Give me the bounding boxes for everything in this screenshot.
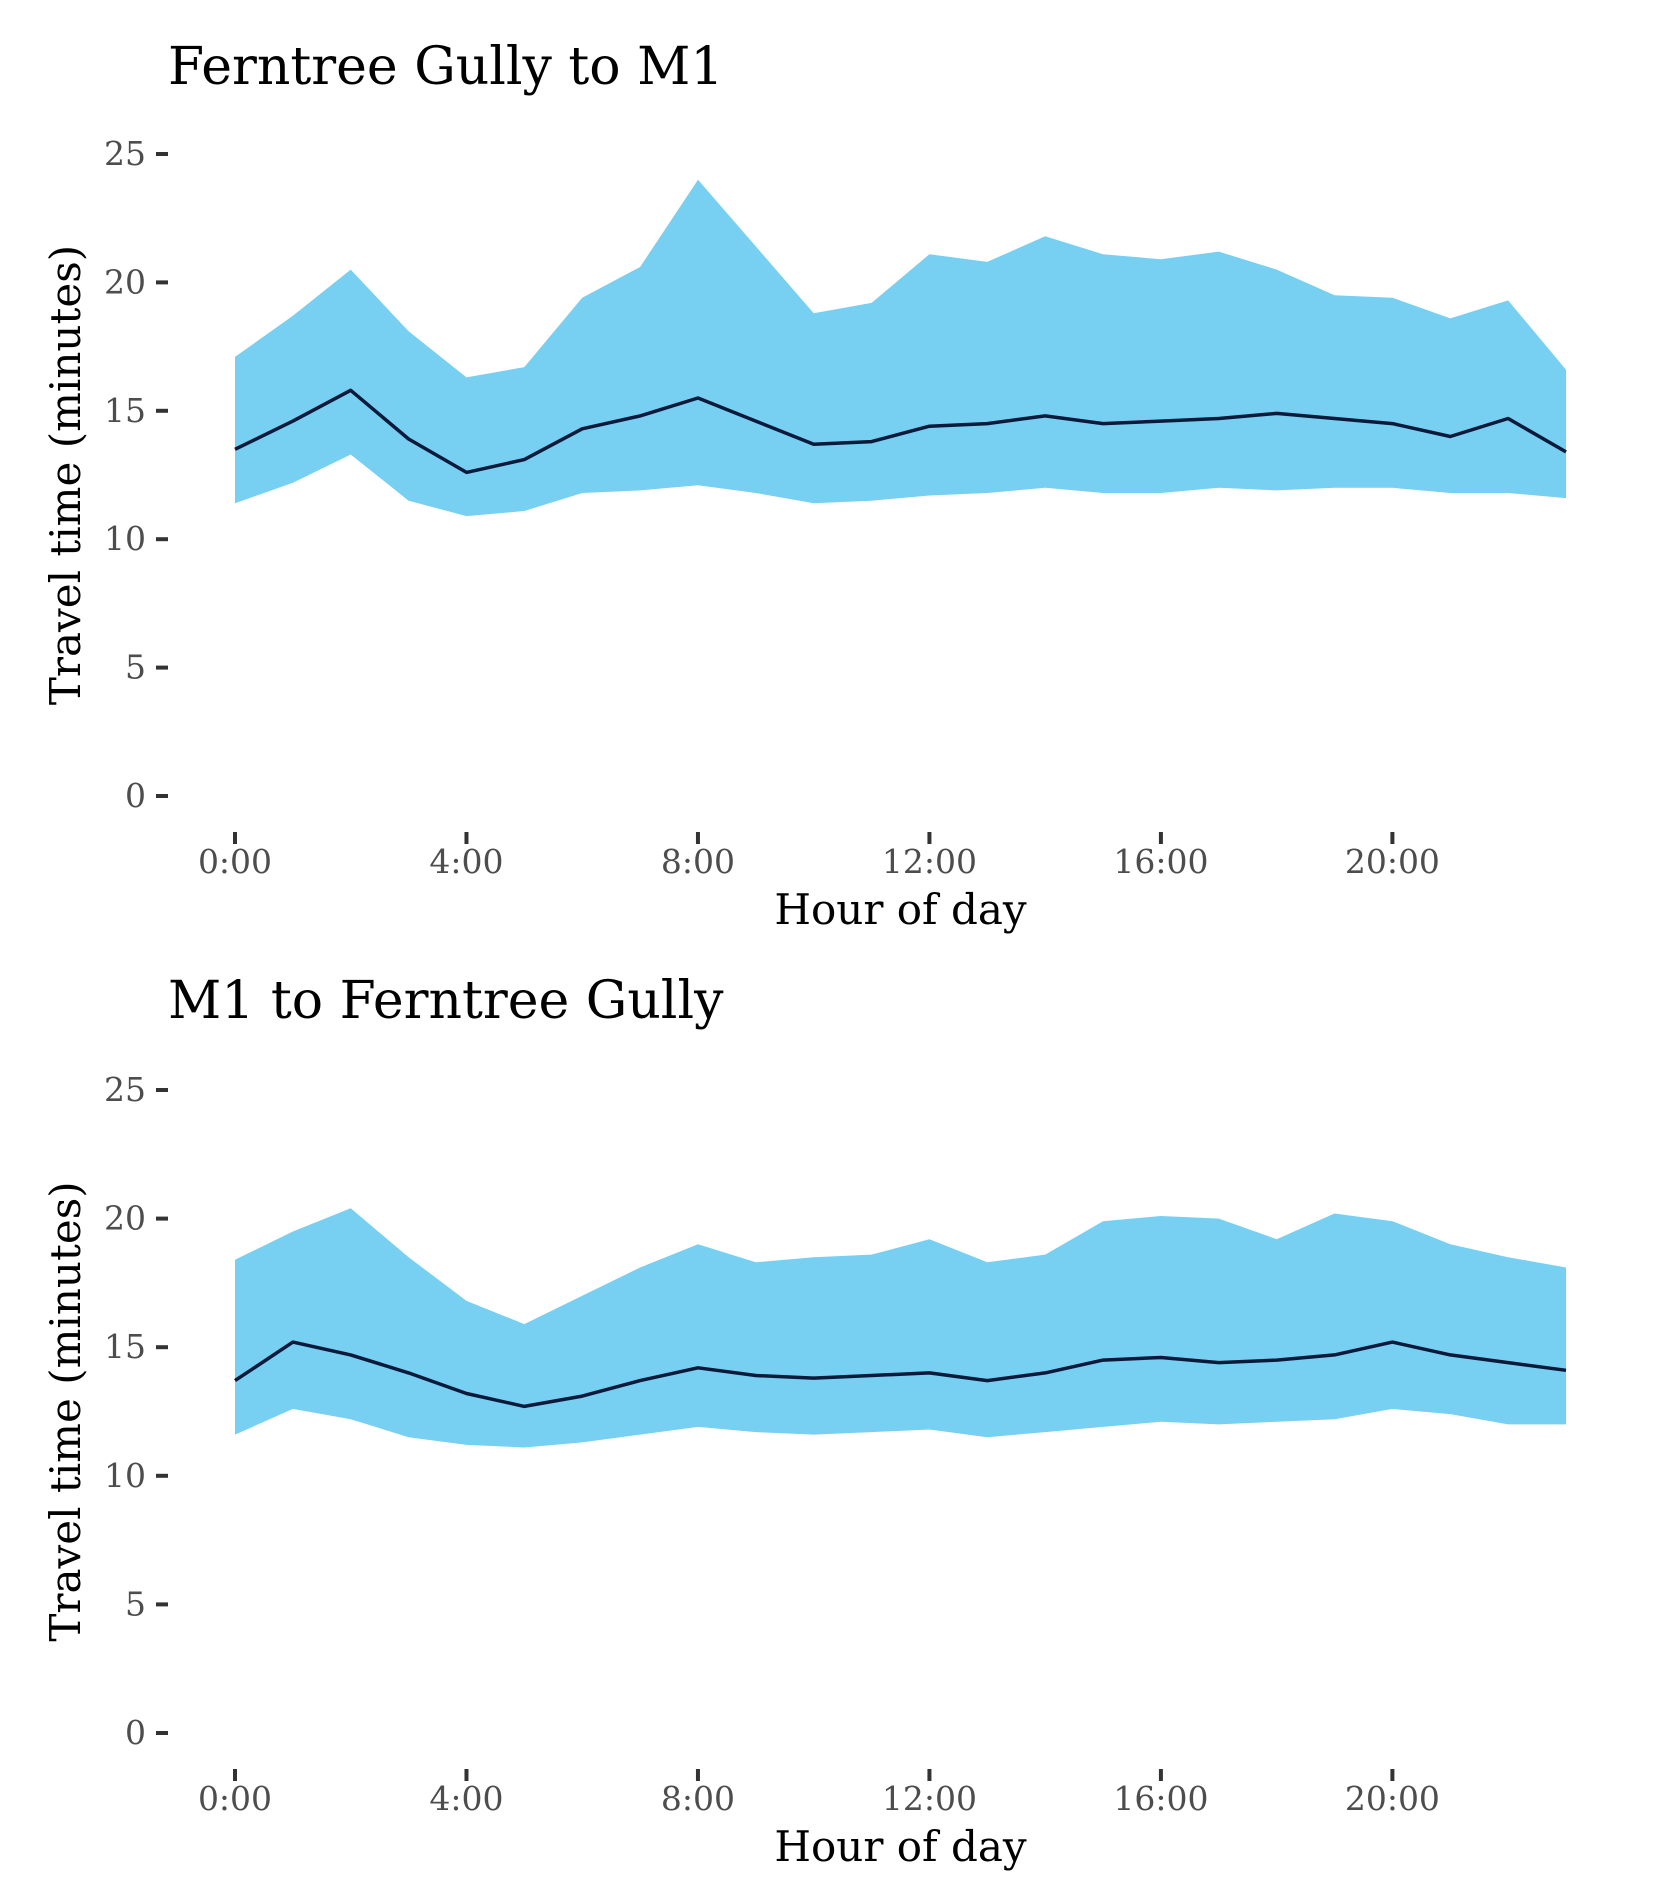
y-tick-label: 25 — [104, 1070, 146, 1109]
x-axis-label: Hour of day — [774, 885, 1026, 934]
x-tick-label: 20:00 — [1345, 842, 1440, 881]
y-tick-label: 15 — [104, 391, 146, 430]
x-tick-label: 20:00 — [1345, 1779, 1440, 1818]
y-tick-label: 0 — [125, 1713, 146, 1752]
chart-title: Ferntree Gully to M1 — [168, 37, 723, 97]
y-tick-label: 15 — [104, 1327, 146, 1366]
x-tick-label: 0:00 — [198, 842, 272, 881]
range-band — [235, 1208, 1566, 1448]
y-tick-label: 5 — [125, 1584, 146, 1623]
y-tick-label: 10 — [104, 1456, 146, 1495]
chart-title: M1 to Ferntree Gully — [168, 971, 724, 1031]
y-axis-label: Travel time (minutes) — [41, 245, 90, 705]
range-band — [235, 179, 1566, 517]
x-tick-label: 4:00 — [429, 842, 503, 881]
x-tick-label: 16:00 — [1113, 1779, 1208, 1818]
x-tick-label: 16:00 — [1113, 842, 1208, 881]
mean-line — [234, 388, 1567, 475]
x-tick-label: 0:00 — [198, 1779, 272, 1818]
y-tick-label: 25 — [104, 134, 146, 173]
x-tick-label: 12:00 — [882, 842, 977, 881]
y-tick-label: 10 — [104, 519, 146, 558]
mean-line — [234, 1340, 1567, 1409]
chart-panel-ferntree-to-m1: Ferntree Gully to M1 0 5 10 15 20 25 0:00 4:00 8… — [41, 37, 1567, 934]
y-tick-label: 20 — [104, 262, 146, 301]
x-tick-label: 12:00 — [882, 1779, 977, 1818]
x-tick-label: 8:00 — [661, 842, 735, 881]
y-axis-label: Travel time (minutes) — [41, 1181, 90, 1641]
x-axis-label: Hour of day — [774, 1822, 1026, 1871]
y-tick-label: 20 — [104, 1199, 146, 1238]
x-tick-label: 4:00 — [429, 1779, 503, 1818]
chart-panel-m1-to-ferntree: M1 to Ferntree Gully 0 5 10 15 20 25 0:00 4:00 8… — [41, 971, 1567, 1871]
y-tick-label: 5 — [125, 648, 146, 687]
y-tick-label: 0 — [125, 776, 146, 815]
x-tick-label: 8:00 — [661, 1779, 735, 1818]
